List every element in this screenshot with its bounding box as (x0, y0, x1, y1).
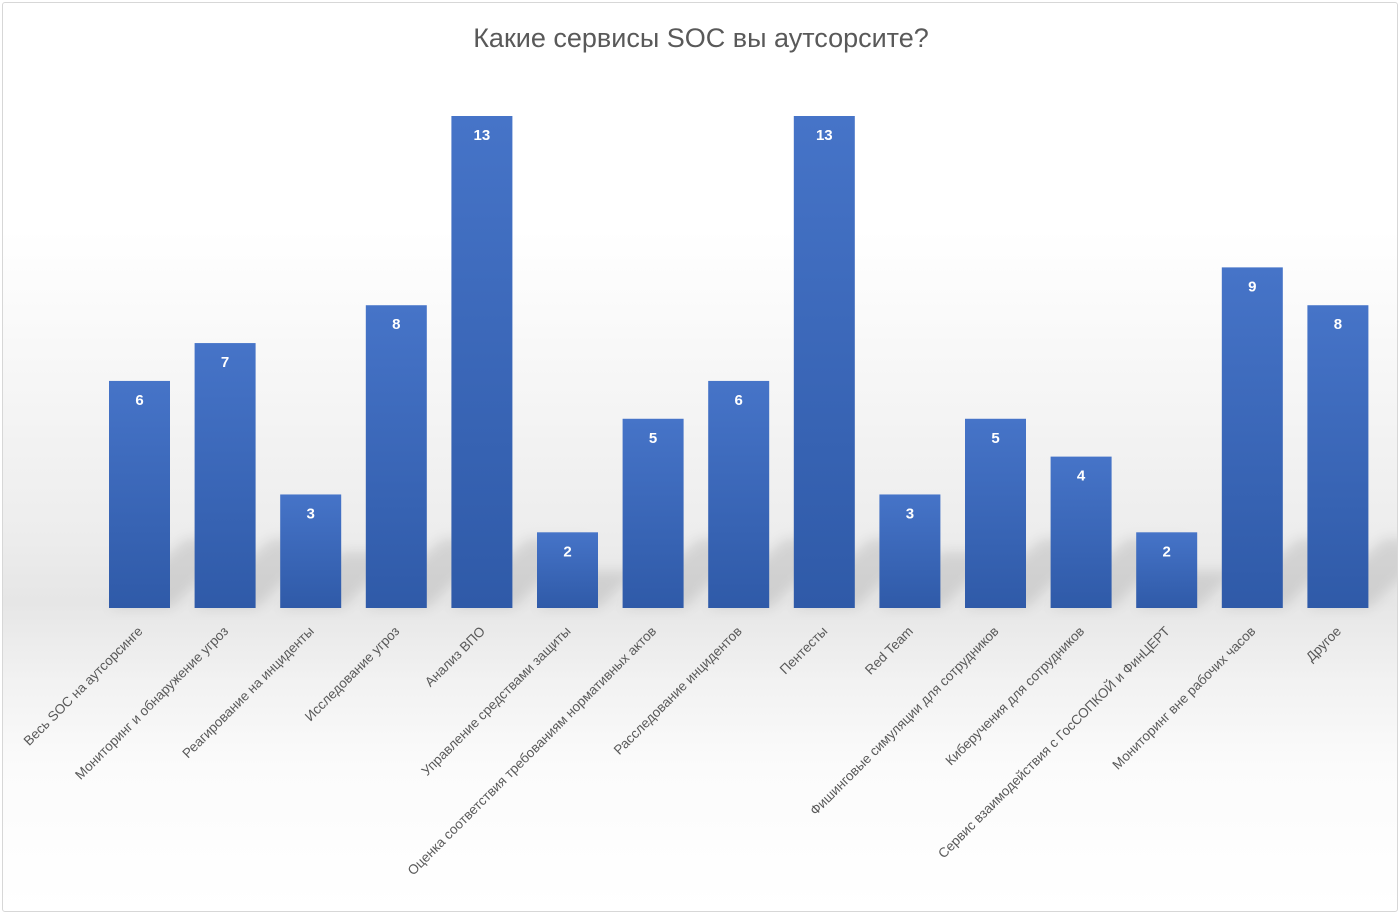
category-tick-label: Red Team (862, 624, 916, 678)
bar (793, 116, 855, 608)
bar-value-label: 5 (991, 430, 999, 447)
bar-value-label: 6 (735, 392, 743, 409)
bar-value-label: 5 (649, 430, 657, 447)
bar-value-label: 8 (392, 316, 400, 333)
bar (1221, 267, 1283, 608)
category-tick-label: Управление средствами защиты (418, 624, 573, 779)
chart-title: Какие сервисы SOC вы аутсорсите? (473, 23, 929, 53)
category-tick-label: Анализ ВПО (422, 624, 488, 690)
bar (622, 418, 684, 608)
bar-value-label: 7 (221, 354, 229, 371)
category-tick-label: Мониторинг вне рабочих часов (1109, 624, 1258, 773)
bar (109, 380, 170, 608)
bar-value-label: 2 (563, 543, 571, 560)
category-tick-label: Исследование угроз (302, 624, 403, 725)
bar-value-label: 13 (816, 127, 833, 144)
bar (194, 343, 256, 608)
category-tick-label: Другое (1303, 624, 1344, 665)
bar (451, 116, 513, 608)
bar (537, 532, 598, 608)
bar-value-labels: 6 7 3 8 13 2 5 6 13 3 5 4 2 9 8 (135, 127, 1342, 560)
category-tick-label: Фишинговые симуляции для сотрудников (807, 624, 1002, 819)
bar-value-label: 4 (1077, 468, 1086, 485)
bar-value-label: 8 (1334, 316, 1342, 333)
category-tick-label: Мониторинг и обнаружение угроз (72, 624, 231, 783)
bar (365, 305, 427, 608)
category-tick-label: Киберучения для сотрудников (943, 624, 1088, 769)
bar-value-label: 3 (906, 505, 914, 522)
bar-value-label: 3 (307, 505, 315, 522)
bar (1136, 532, 1198, 608)
bar-value-label: 9 (1248, 278, 1256, 295)
bar (708, 380, 770, 608)
bars (109, 116, 1369, 608)
bar (280, 494, 342, 608)
bar (879, 494, 941, 608)
bar-chart: Какие сервисы SOC вы аутсорсите? 6 7 3 8 13 2… (21, 23, 1397, 879)
bar-value-label: 6 (135, 392, 143, 409)
bar (965, 418, 1026, 608)
bar (1307, 305, 1369, 608)
bar-value-label: 2 (1163, 543, 1171, 560)
category-tick-label: Пентесты (777, 624, 831, 678)
bar-value-label: 13 (474, 127, 491, 144)
bar (1050, 456, 1112, 608)
